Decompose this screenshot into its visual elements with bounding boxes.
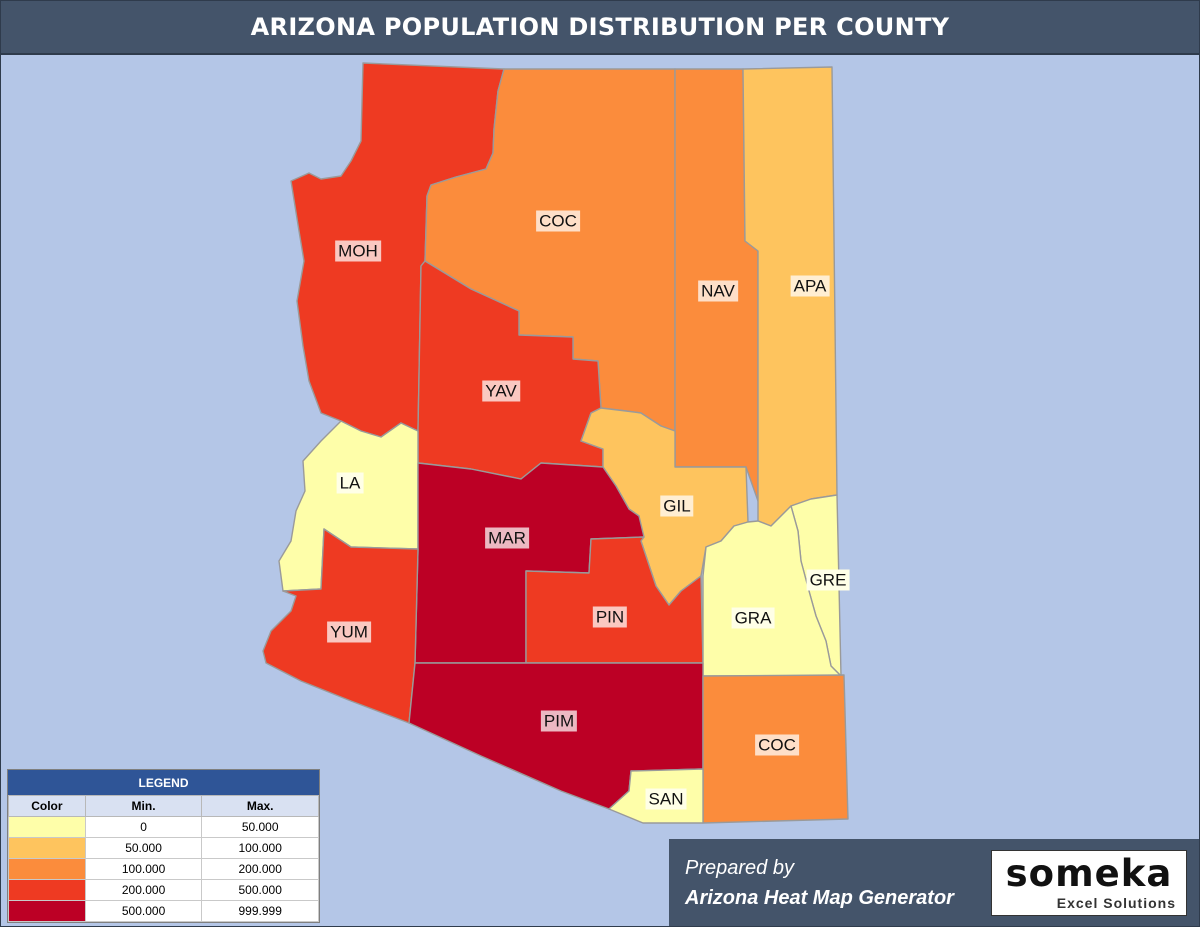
county-label-apa: APA (790, 275, 830, 297)
county-label-yum: YUM (327, 621, 371, 643)
generator-name: Arizona Heat Map Generator (685, 887, 954, 909)
county-label-nav: NAV (698, 280, 738, 302)
county-label-gil: GIL (660, 495, 694, 517)
county-label-gre: GRE (806, 569, 850, 591)
legend-min: 200.000 (84, 879, 203, 901)
legend-row: 0 50.000 (8, 816, 319, 838)
county-pin[interactable] (525, 536, 704, 664)
county-label-pim: PIM (540, 710, 578, 732)
someka-logo[interactable]: someka Excel Solutions (991, 850, 1187, 916)
legend-title: LEGEND (8, 770, 319, 795)
legend-swatch (8, 879, 86, 901)
county-gra[interactable] (702, 505, 842, 677)
legend-min: 100.000 (84, 858, 203, 880)
legend-swatch (8, 837, 86, 859)
legend-row: 500.000 999.999 (8, 900, 319, 922)
legend-max: 500.000 (201, 879, 319, 901)
legend-row: 200.000 500.000 (8, 879, 319, 901)
legend-header-color: Color (8, 795, 86, 817)
county-label-moh: MOH (335, 240, 381, 262)
credit-panel: Prepared by Arizona Heat Map Generator s… (669, 839, 1199, 926)
legend-max: 50.000 (201, 816, 319, 838)
logo-wordmark: someka (1005, 852, 1173, 895)
county-label-gra: GRA (731, 607, 775, 629)
legend-max: 999.999 (201, 900, 319, 922)
county-label-coc-north: COC (536, 210, 580, 232)
legend-row: 100.000 200.000 (8, 858, 319, 880)
legend-header-min: Min. (84, 795, 203, 817)
legend: LEGEND Color Min. Max. 0 50.000 50.000 (7, 769, 320, 923)
legend-max: 100.000 (201, 837, 319, 859)
title-bar: ARIZONA POPULATION DISTRIBUTION PER COUN… (1, 1, 1199, 55)
legend-max: 200.000 (201, 858, 319, 880)
legend-min: 0 (84, 816, 203, 838)
legend-header-max: Max. (201, 795, 319, 817)
legend-swatch (8, 816, 86, 838)
county-label-pin: PIN (592, 606, 628, 628)
county-label-san: SAN (645, 788, 687, 810)
logo-subtitle: Excel Solutions (1056, 895, 1176, 911)
county-label-la: LA (336, 472, 364, 494)
county-label-yav: YAV (482, 380, 520, 402)
legend-table: Color Min. Max. 0 50.000 50.000 100.000 (8, 795, 319, 922)
prepared-by-text: Prepared by (685, 857, 794, 879)
legend-swatch (8, 858, 86, 880)
legend-min: 50.000 (84, 837, 203, 859)
page-title: ARIZONA POPULATION DISTRIBUTION PER COUN… (250, 13, 950, 41)
legend-row: 50.000 100.000 (8, 837, 319, 859)
legend-min: 500.000 (84, 900, 203, 922)
county-label-coc-south: COC (755, 734, 799, 756)
county-label-mar: MAR (485, 527, 529, 549)
legend-swatch (8, 900, 86, 922)
